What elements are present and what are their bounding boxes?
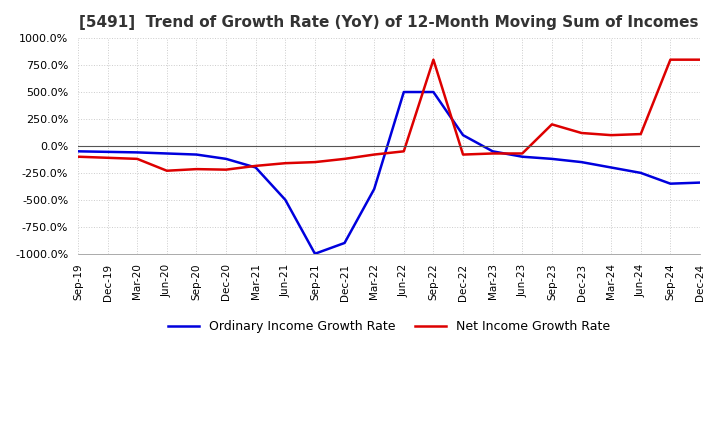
Net Income Growth Rate — [518, 151, 526, 156]
Net Income Growth Rate — [636, 132, 645, 137]
Net Income Growth Rate — [577, 130, 586, 136]
Net Income Growth Rate — [192, 166, 201, 172]
Net Income Growth Rate — [429, 57, 438, 62]
Ordinary Income Growth Rate — [192, 152, 201, 157]
Net Income Growth Rate — [370, 152, 379, 157]
Ordinary Income Growth Rate — [251, 165, 260, 170]
Net Income Growth Rate — [310, 159, 319, 165]
Ordinary Income Growth Rate — [73, 149, 82, 154]
Net Income Growth Rate — [548, 122, 557, 127]
Net Income Growth Rate — [666, 57, 675, 62]
Ordinary Income Growth Rate — [636, 170, 645, 176]
Legend: Ordinary Income Growth Rate, Net Income Growth Rate: Ordinary Income Growth Rate, Net Income … — [163, 315, 615, 338]
Net Income Growth Rate — [696, 57, 704, 62]
Ordinary Income Growth Rate — [607, 165, 616, 170]
Ordinary Income Growth Rate — [400, 89, 408, 95]
Ordinary Income Growth Rate — [577, 159, 586, 165]
Ordinary Income Growth Rate — [341, 240, 349, 246]
Net Income Growth Rate — [133, 156, 142, 161]
Net Income Growth Rate — [281, 161, 289, 166]
Net Income Growth Rate — [251, 163, 260, 169]
Ordinary Income Growth Rate — [133, 150, 142, 155]
Net Income Growth Rate — [607, 132, 616, 138]
Net Income Growth Rate — [163, 168, 171, 173]
Title: [5491]  Trend of Growth Rate (YoY) of 12-Month Moving Sum of Incomes: [5491] Trend of Growth Rate (YoY) of 12-… — [79, 15, 698, 30]
Ordinary Income Growth Rate — [370, 187, 379, 192]
Ordinary Income Growth Rate — [548, 156, 557, 161]
Net Income Growth Rate — [103, 155, 112, 161]
Ordinary Income Growth Rate — [666, 181, 675, 186]
Ordinary Income Growth Rate — [281, 197, 289, 202]
Ordinary Income Growth Rate — [310, 251, 319, 257]
Net Income Growth Rate — [341, 156, 349, 161]
Net Income Growth Rate — [400, 149, 408, 154]
Ordinary Income Growth Rate — [696, 180, 704, 185]
Ordinary Income Growth Rate — [459, 132, 467, 138]
Net Income Growth Rate — [459, 152, 467, 157]
Net Income Growth Rate — [222, 167, 230, 172]
Line: Net Income Growth Rate: Net Income Growth Rate — [78, 60, 700, 171]
Ordinary Income Growth Rate — [429, 89, 438, 95]
Ordinary Income Growth Rate — [163, 151, 171, 156]
Net Income Growth Rate — [488, 151, 497, 156]
Line: Ordinary Income Growth Rate: Ordinary Income Growth Rate — [78, 92, 700, 254]
Ordinary Income Growth Rate — [488, 149, 497, 154]
Ordinary Income Growth Rate — [103, 149, 112, 154]
Ordinary Income Growth Rate — [222, 156, 230, 161]
Ordinary Income Growth Rate — [518, 154, 526, 159]
Net Income Growth Rate — [73, 154, 82, 159]
